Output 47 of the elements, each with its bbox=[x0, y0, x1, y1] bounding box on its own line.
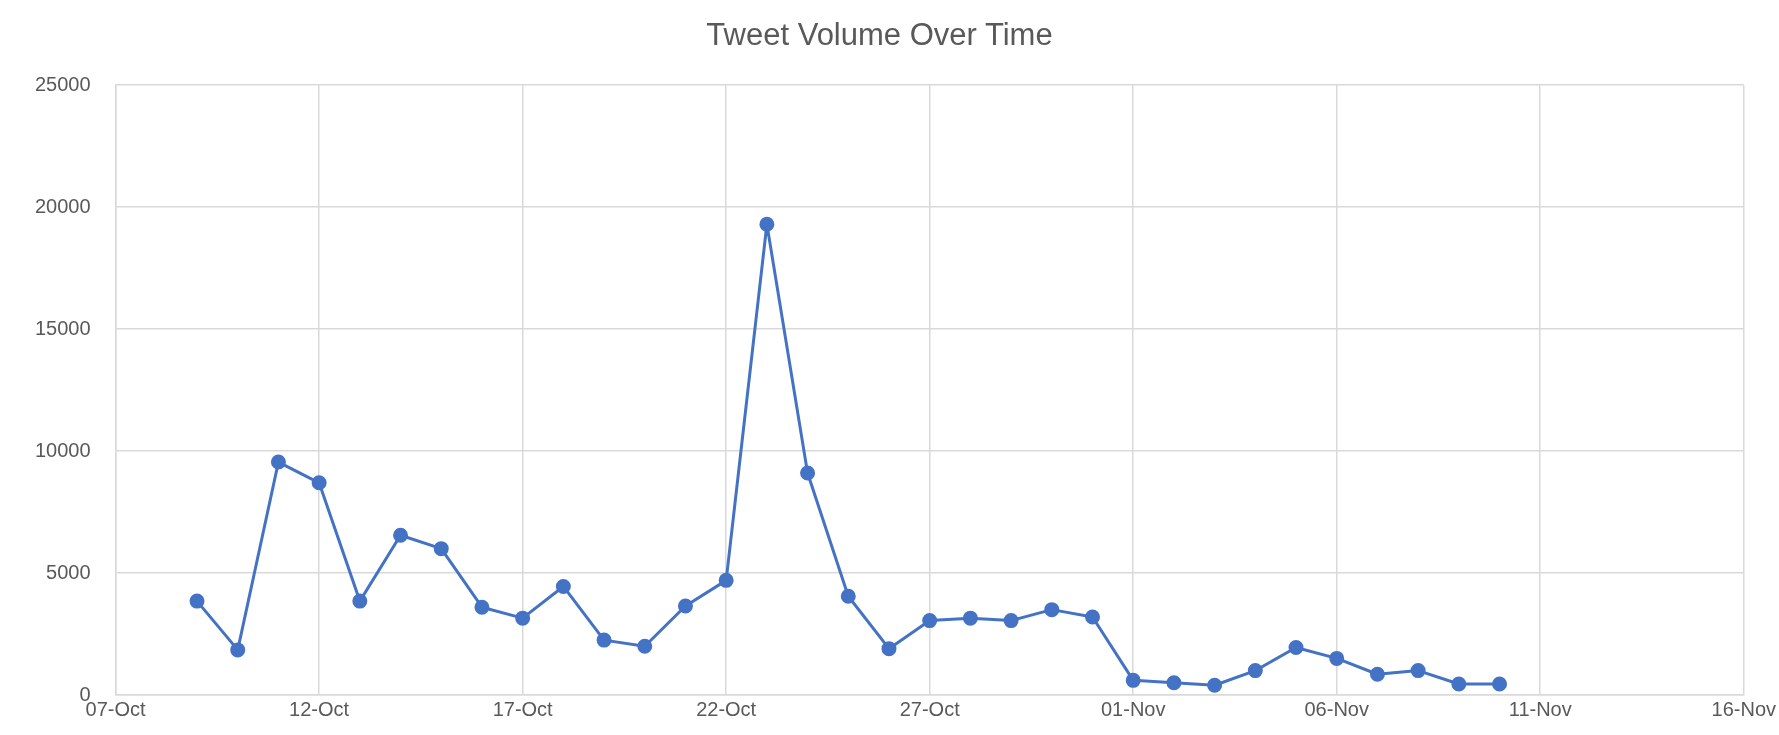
y-tick-label: 20000 bbox=[34, 194, 91, 217]
y-tick-label: 5000 bbox=[46, 560, 91, 583]
point bbox=[962, 610, 978, 626]
x-tick-label: 06-Nov bbox=[1304, 697, 1369, 720]
point bbox=[393, 527, 409, 543]
x-tick-label: 16-Nov bbox=[1711, 697, 1777, 720]
point bbox=[840, 588, 856, 604]
point bbox=[1125, 672, 1141, 688]
point bbox=[1207, 677, 1223, 693]
point bbox=[270, 454, 286, 470]
point bbox=[515, 610, 531, 626]
point bbox=[1003, 613, 1019, 629]
point bbox=[1247, 663, 1263, 679]
point bbox=[1288, 639, 1304, 655]
x-tick-label: 01-Nov bbox=[1100, 697, 1166, 720]
point bbox=[1166, 675, 1182, 691]
y-tick-label: 25000 bbox=[34, 72, 91, 95]
point bbox=[1451, 676, 1467, 692]
point bbox=[555, 578, 571, 594]
point bbox=[433, 541, 449, 557]
point bbox=[881, 641, 897, 657]
x-tick-label: 12-Oct bbox=[289, 697, 350, 720]
point bbox=[1085, 609, 1100, 625]
x-tick-label: 17-Oct bbox=[492, 697, 554, 720]
point bbox=[677, 598, 693, 614]
point bbox=[759, 216, 775, 232]
point bbox=[596, 632, 612, 648]
point bbox=[1044, 602, 1060, 618]
point bbox=[352, 593, 368, 609]
y-tick-label: 15000 bbox=[34, 316, 91, 339]
chart-title: Tweet Volume Over Time bbox=[706, 17, 1053, 53]
point bbox=[922, 613, 938, 629]
x-tick-label: 27-Oct bbox=[899, 697, 961, 720]
point bbox=[474, 599, 490, 615]
point bbox=[1410, 663, 1426, 679]
y-tick-label: 10000 bbox=[34, 438, 91, 461]
point bbox=[1492, 676, 1508, 692]
point bbox=[1369, 666, 1385, 682]
point bbox=[637, 638, 653, 654]
x-tick-label: 22-Oct bbox=[696, 697, 757, 720]
point bbox=[189, 593, 205, 609]
point bbox=[311, 475, 327, 491]
x-tick-label: 11-Nov bbox=[1508, 697, 1572, 720]
point bbox=[718, 572, 734, 588]
point bbox=[230, 642, 246, 658]
point bbox=[1329, 650, 1345, 666]
point bbox=[800, 465, 816, 481]
